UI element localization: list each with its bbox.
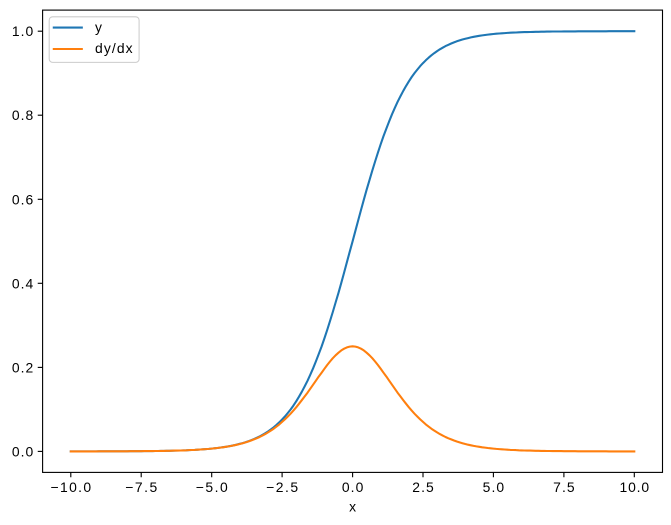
svg-text:0.6: 0.6 bbox=[12, 191, 34, 207]
svg-text:7.5: 7.5 bbox=[553, 479, 575, 495]
svg-text:−2.5: −2.5 bbox=[266, 479, 298, 495]
svg-text:−7.5: −7.5 bbox=[125, 479, 157, 495]
svg-text:0.4: 0.4 bbox=[12, 275, 34, 291]
svg-text:10.0: 10.0 bbox=[620, 479, 650, 495]
svg-text:dy/dx: dy/dx bbox=[95, 40, 133, 56]
svg-text:−5.0: −5.0 bbox=[196, 479, 228, 495]
svg-text:0.2: 0.2 bbox=[12, 359, 34, 375]
svg-text:5.0: 5.0 bbox=[483, 479, 505, 495]
svg-text:0.0: 0.0 bbox=[12, 443, 34, 459]
svg-text:2.5: 2.5 bbox=[412, 479, 434, 495]
svg-text:−10.0: −10.0 bbox=[51, 479, 92, 495]
svg-text:y: y bbox=[95, 19, 102, 35]
svg-text:0.0: 0.0 bbox=[342, 479, 364, 495]
svg-text:x: x bbox=[349, 499, 356, 515]
svg-text:1.0: 1.0 bbox=[12, 23, 34, 39]
svg-text:0.8: 0.8 bbox=[12, 107, 34, 123]
